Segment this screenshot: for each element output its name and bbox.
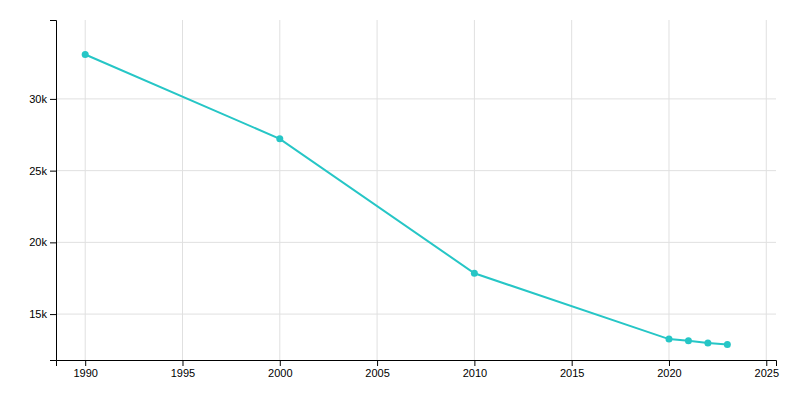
- x-tick-mark: [474, 360, 475, 366]
- x-tick: 2000: [268, 360, 292, 379]
- data-point: [724, 341, 731, 348]
- grid-line-y: [56, 242, 776, 243]
- x-tick-mark: [280, 360, 281, 366]
- y-tick: 30k: [29, 93, 56, 105]
- plot-area: 1990 1995 2000 2005 2010 2015 2020 2025 15k 20k 25…: [29, 20, 779, 379]
- grid-line-x: [85, 20, 86, 360]
- grid-line-y: [56, 170, 776, 171]
- x-tick-label: 2000: [268, 367, 292, 379]
- grid-line-y: [56, 98, 776, 99]
- data-point: [685, 337, 692, 344]
- y-tick: 15k: [29, 308, 56, 320]
- data-point: [82, 51, 89, 58]
- x-tick-mark: [766, 360, 767, 366]
- x-tick: 2015: [560, 360, 584, 379]
- x-tick: 2010: [463, 360, 487, 379]
- x-tick: 2005: [365, 360, 389, 379]
- grid-line-x: [182, 20, 183, 360]
- x-tick-label: 1995: [171, 367, 195, 379]
- y-tick-mark: [50, 171, 56, 172]
- x-tick: 2025: [755, 360, 779, 379]
- x-tick: 1995: [171, 360, 195, 379]
- data-point: [471, 270, 478, 277]
- y-tick-mark: [50, 242, 56, 243]
- y-tick-label: 20k: [29, 236, 47, 248]
- grid-line-x: [571, 20, 572, 360]
- grid-line-x: [279, 20, 280, 360]
- chart-container: 1990 1995 2000 2005 2010 2015 2020 2025 15k 20k 25…: [0, 0, 800, 400]
- series-group: [82, 51, 731, 348]
- x-tick-label: 2015: [560, 367, 584, 379]
- y-axis: 15k 20k 25k 30k: [29, 21, 56, 361]
- y-tick-label: 30k: [29, 93, 47, 105]
- grid-line-x: [474, 20, 475, 360]
- x-tick: 1990: [73, 360, 97, 379]
- y-tick-mark: [50, 314, 56, 315]
- chart-svg: 1990 1995 2000 2005 2010 2015 2020 2025 15k 20k 25…: [0, 0, 800, 400]
- x-tick-mark: [182, 360, 183, 366]
- grid-line-x: [766, 20, 767, 360]
- data-point: [276, 135, 283, 142]
- grid-line-x: [668, 20, 669, 360]
- x-tick-label: 2020: [657, 367, 681, 379]
- grid-line-x: [377, 20, 378, 360]
- data-point: [665, 336, 672, 343]
- x-tick-mark: [377, 360, 378, 366]
- y-tick: 25k: [29, 165, 56, 177]
- y-tick-mark: [50, 99, 56, 100]
- y-tick-label: 15k: [29, 308, 47, 320]
- y-axis-line: [50, 21, 57, 361]
- x-tick-mark: [85, 360, 86, 366]
- x-tick-label: 2005: [365, 367, 389, 379]
- y-tick-label: 25k: [29, 165, 47, 177]
- y-tick: 20k: [29, 236, 56, 248]
- x-tick-label: 1990: [73, 367, 97, 379]
- grid-line-y: [56, 314, 776, 315]
- grid: [56, 20, 776, 360]
- x-tick-label: 2025: [755, 367, 779, 379]
- x-axis: 1990 1995 2000 2005 2010 2015 2020 2025: [57, 360, 780, 379]
- x-tick-label: 2010: [463, 367, 487, 379]
- x-axis-line: [57, 361, 777, 367]
- x-tick-mark: [572, 360, 573, 366]
- x-tick: 2020: [657, 360, 681, 379]
- x-tick-mark: [669, 360, 670, 366]
- data-line: [85, 54, 727, 344]
- data-point: [704, 340, 711, 347]
